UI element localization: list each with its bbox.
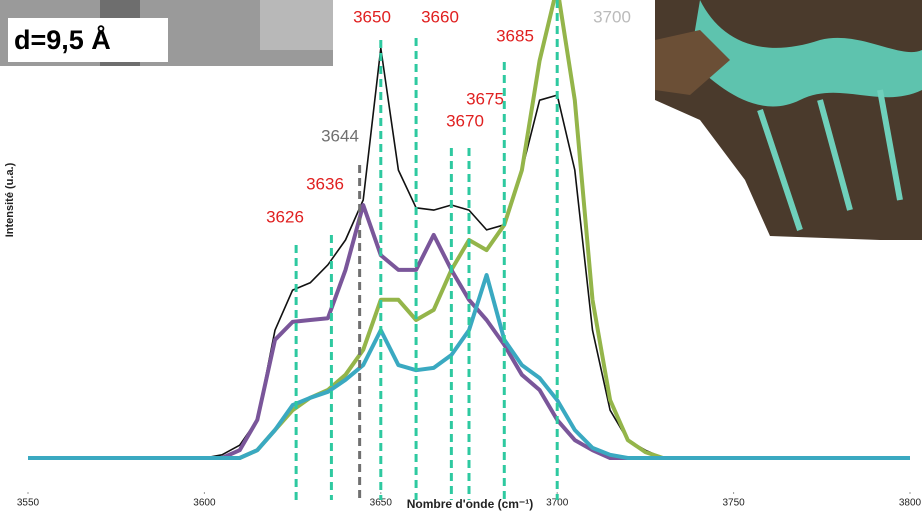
y-axis-label: Intensité (u.a.) — [4, 162, 16, 237]
x-axis-label: Nombre d'onde (cm⁻¹) — [407, 497, 534, 511]
tem-inset: d=9,5 Å — [0, 0, 333, 66]
x-tick-label: 3550 — [17, 498, 40, 509]
peak-label: 3626 — [266, 207, 304, 226]
peak-label: 3636 — [306, 174, 344, 193]
peak-label: 3670 — [446, 111, 484, 130]
peak-label: 3700 — [593, 7, 631, 26]
inset-label: d=9,5 Å — [14, 24, 111, 55]
inset-label-box — [8, 18, 168, 62]
peak-label: 3675 — [466, 89, 504, 108]
peak-label: 3650 — [353, 7, 391, 26]
x-tick-label: 3700 — [546, 498, 569, 509]
x-tick-label: 3800 — [899, 498, 922, 509]
mineral-photo — [655, 0, 922, 240]
peak-label: 3644 — [321, 126, 359, 145]
peak-label: 3685 — [496, 26, 534, 45]
x-tick-label: 3750 — [722, 498, 745, 509]
peak-label: 3660 — [421, 7, 459, 26]
x-tick-label: 3650 — [370, 498, 393, 509]
x-tick-label: 3600 — [193, 498, 216, 509]
